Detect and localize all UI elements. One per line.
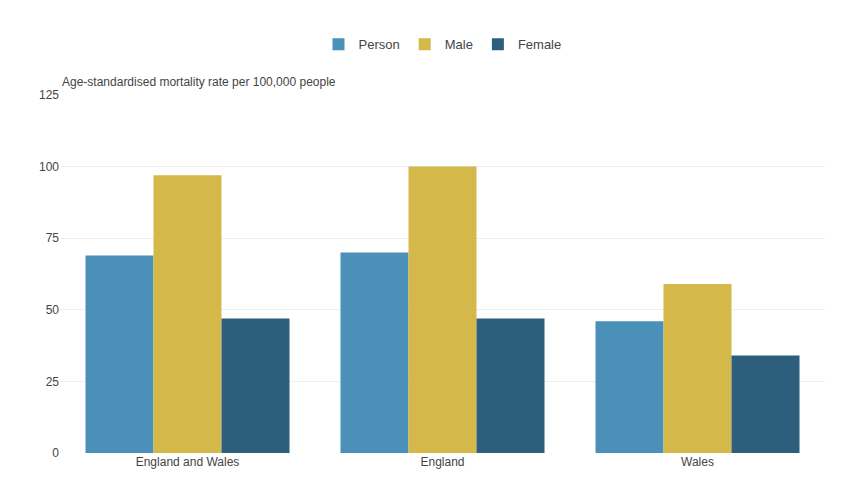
svg-text:Female: Female [518,37,561,52]
svg-text:25: 25 [46,375,60,389]
svg-text:50: 50 [46,303,60,317]
svg-text:100: 100 [39,160,59,174]
svg-text:0: 0 [52,446,59,460]
svg-text:Wales: Wales [681,455,714,469]
svg-text:England and Wales: England and Wales [136,455,240,469]
svg-text:England: England [420,455,464,469]
svg-text:Male: Male [445,37,473,52]
svg-text:Age-standardised mortality rat: Age-standardised mortality rate per 100,… [62,75,336,89]
svg-text:Person: Person [359,37,400,52]
svg-text:125: 125 [39,88,59,102]
svg-text:75: 75 [46,231,60,245]
